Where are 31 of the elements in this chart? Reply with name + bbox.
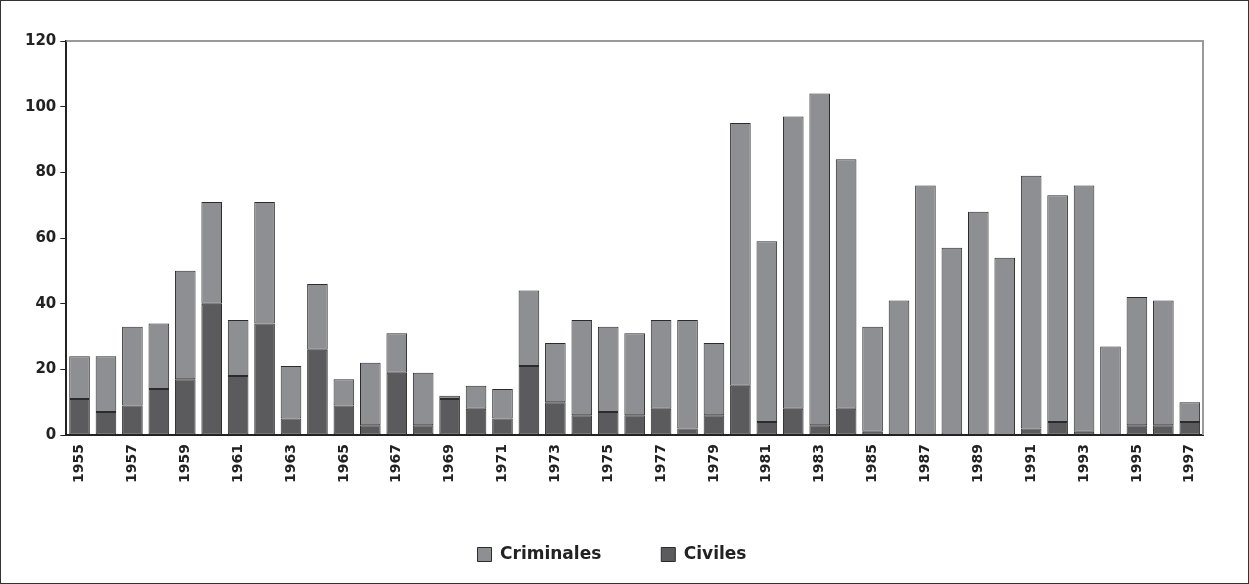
x-tick-label: 1989	[968, 444, 985, 483]
y-tick-label: 0	[45, 424, 57, 443]
y-tick-label: 100	[25, 96, 57, 115]
y-tick-label: 60	[35, 227, 57, 246]
x-tick-label: 1979	[704, 444, 721, 483]
x-tick-label: 1955	[70, 444, 87, 483]
y-tick-label: 40	[35, 293, 57, 312]
x-tick-label: 1995	[1127, 444, 1144, 483]
x-tick-label: 1959	[175, 444, 192, 483]
y-tick-label: 20	[35, 359, 57, 378]
x-tick-label: 1973	[545, 444, 562, 483]
x-tick-label: 1971	[493, 444, 510, 483]
x-tick-label: 1957	[123, 444, 140, 483]
x-tick-label: 1991	[1021, 444, 1038, 483]
legend-label: Civiles	[683, 542, 747, 563]
x-tick-label: 1993	[1074, 444, 1091, 483]
x-tick-label: 1975	[598, 444, 615, 483]
x-tick-label: 1981	[757, 444, 774, 483]
x-tick-label: 1961	[228, 444, 245, 483]
x-tick-label: 1963	[281, 444, 298, 483]
x-tick-label: 1985	[863, 444, 880, 483]
x-tick-label: 1983	[810, 444, 827, 483]
x-tick-label: 1997	[1180, 444, 1197, 483]
x-tick-label: 1965	[334, 444, 351, 483]
x-tick-label: 1967	[387, 444, 404, 483]
x-tick-label: 1977	[651, 444, 668, 483]
y-tick-label: 120	[25, 30, 57, 49]
y-tick-label: 80	[35, 162, 57, 181]
x-tick-label: 1969	[440, 444, 457, 483]
legend-label: Criminales	[500, 542, 602, 563]
x-tick-label: 1987	[916, 444, 933, 483]
